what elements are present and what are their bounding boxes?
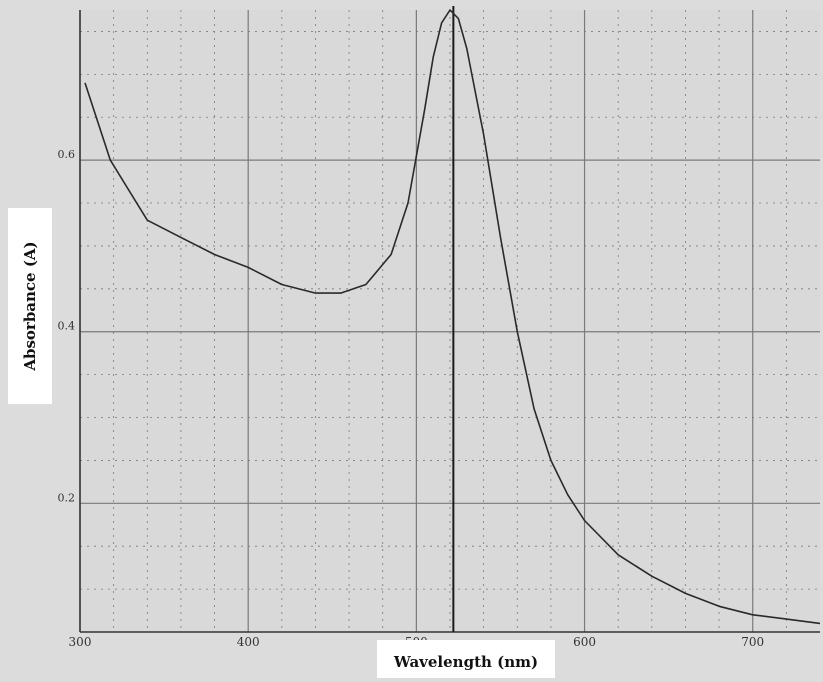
- x-tick-label: 400: [237, 635, 260, 649]
- y-axis-label: Absorbance (A): [21, 241, 39, 371]
- x-tick-label: 600: [573, 635, 596, 649]
- x-axis-label-box: [377, 640, 555, 678]
- y-tick-label: 0.6: [58, 148, 76, 161]
- plot-background: [80, 10, 820, 632]
- x-tick-label: 700: [741, 635, 764, 649]
- y-tick-label: 0.4: [58, 320, 76, 333]
- y-tick-label: 0.2: [58, 491, 76, 504]
- x-axis-label: Wavelength (nm): [393, 653, 539, 671]
- y-axis-label-box: [8, 208, 52, 404]
- x-tick-label: 300: [69, 635, 92, 649]
- series-line: [84, 9, 821, 625]
